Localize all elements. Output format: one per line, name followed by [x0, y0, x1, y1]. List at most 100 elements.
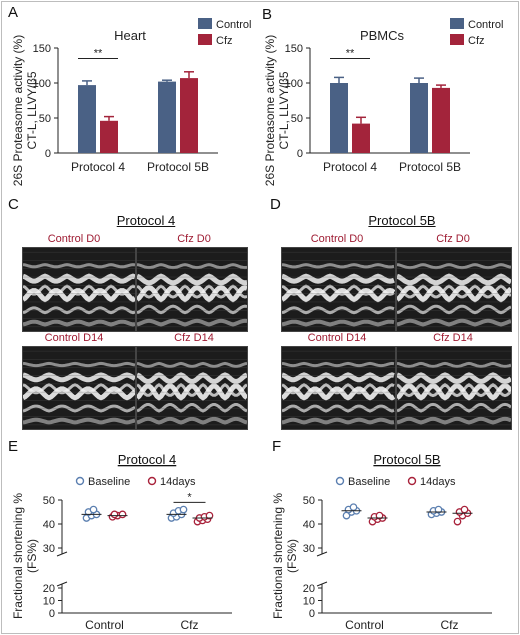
y-axis-label: (FS%) [25, 539, 39, 573]
echo-wall-band [397, 416, 511, 425]
echo-c-label-cfz-d14: Cfz D14 [174, 332, 214, 344]
echo-wall-band [397, 263, 511, 270]
legend-label: Baseline [348, 476, 390, 488]
echo-wall-band [137, 284, 247, 303]
echo-wall-band [137, 382, 247, 397]
echo-wall-band [397, 318, 511, 327]
significance-label: ** [346, 48, 355, 60]
echo-d-label-control-d0: Control D0 [310, 233, 364, 245]
echo-wall-band [23, 404, 135, 413]
y-tick-label: 0 [45, 148, 51, 160]
echo-wall-band [282, 417, 395, 425]
chart-f-protocol-5b: Protocol 5B Baseline 14days Fractional shor… [271, 452, 492, 632]
y-axis-label: Fractional shortening % [11, 493, 25, 619]
data-point [460, 505, 469, 514]
echo-c-title: Protocol 4 [116, 213, 176, 228]
x-tick-label: Cfz [441, 618, 459, 632]
legend-label: 14days [160, 476, 196, 488]
echo-wall-band [23, 386, 135, 401]
axis-break [316, 551, 328, 557]
echo-d-control-d14-image [281, 346, 396, 430]
y-tick-label: 10 [43, 596, 55, 608]
echo-wall-band [23, 417, 135, 425]
data-point [434, 505, 443, 514]
bar [180, 78, 198, 153]
x-tick-label: Protocol 5B [147, 160, 209, 174]
echo-trace [23, 251, 135, 328]
chart-a-heart: 26S Proteasome activity (%) CT-L, LLVY/β5… [11, 18, 251, 186]
echo-c-control-d14-image [22, 346, 136, 430]
echo-wall-band [23, 284, 135, 296]
data-point [205, 511, 214, 520]
echo-d-control-d0-image [281, 247, 396, 332]
echo-d-cfz-d0-image [396, 247, 512, 332]
echo-wall-band [282, 386, 395, 401]
y-tick-label: 150 [285, 43, 303, 55]
echo-trace [397, 251, 511, 328]
echo-d-cfz-d14-image [396, 346, 512, 430]
y-tick-label: 10 [303, 596, 315, 608]
echo-wall-band [397, 402, 511, 413]
axis-break [56, 551, 68, 557]
echo-wall-band [397, 372, 511, 385]
panel-letter-e: E [8, 438, 19, 455]
x-tick-label: Protocol 4 [71, 160, 125, 174]
y-tick-label: 50 [291, 113, 303, 125]
y-axis-label: 26S Proteasome activity (%) [263, 35, 277, 186]
x-tick-label: Protocol 4 [323, 160, 377, 174]
bar [410, 83, 428, 153]
echo-trace [282, 251, 395, 328]
echo-wall-band [137, 361, 247, 368]
bar [352, 123, 370, 153]
x-tick-label: Protocol 5B [399, 160, 461, 174]
y-tick-label: 20 [43, 583, 55, 595]
bar [330, 83, 348, 153]
axis-break [316, 581, 328, 587]
echo-wall-band [282, 361, 395, 368]
data-point [349, 503, 358, 512]
echo-trace [397, 350, 511, 426]
echo-wall-band [23, 372, 135, 383]
legend-swatch [198, 18, 212, 29]
y-tick-label: 0 [49, 608, 55, 620]
echo-c-label-control-d0: Control D0 [47, 233, 101, 245]
chart-b-pbmcs: 26S Proteasome activity (%) CT-L, LLVY/β5… [263, 18, 503, 186]
echo-c-cfz-d14-image [136, 346, 248, 430]
chart-title: Heart [114, 28, 146, 43]
panel-letter-a: A [8, 4, 19, 21]
echo-d-label-control-d14: Control D14 [307, 332, 367, 344]
echo-wall-band [282, 287, 395, 303]
echo-wall-band [23, 263, 135, 269]
echo-trace [137, 350, 247, 426]
y-tick-label: 0 [309, 608, 315, 620]
echo-c-cfz-d0-image [136, 247, 248, 332]
legend-swatch [450, 18, 464, 29]
panel-letter-d: D [270, 196, 281, 213]
echo-wall-band [397, 383, 511, 401]
echo-wall-band [282, 372, 395, 383]
legend-label: Control [216, 19, 251, 31]
chart-e-protocol-4: Protocol 4 Baseline 14days Fractional short… [11, 452, 232, 632]
y-tick-label: 100 [33, 78, 51, 90]
echo-wall-band [23, 361, 135, 368]
panel-letter-b: B [262, 6, 273, 23]
echo-wall-band [397, 304, 511, 315]
bar [158, 81, 176, 153]
echo-wall-band [282, 404, 395, 413]
echo-wall-band [282, 263, 395, 269]
panel-letter-f: F [272, 438, 282, 455]
echo-trace [282, 350, 395, 426]
echo-wall-band [397, 285, 511, 303]
echo-wall-band [282, 382, 395, 395]
y-tick-label: 150 [33, 43, 51, 55]
y-tick-label: 30 [43, 543, 55, 555]
echo-wall-band [137, 372, 247, 384]
y-tick-label: 50 [43, 495, 55, 507]
echo-c-label-control-d14: Control D14 [44, 332, 104, 344]
echo-wall-band [137, 416, 247, 425]
significance-label: ** [94, 48, 103, 60]
chart-title: PBMCs [360, 28, 405, 43]
echo-trace [23, 350, 135, 426]
x-tick-label: Cfz [181, 618, 199, 632]
